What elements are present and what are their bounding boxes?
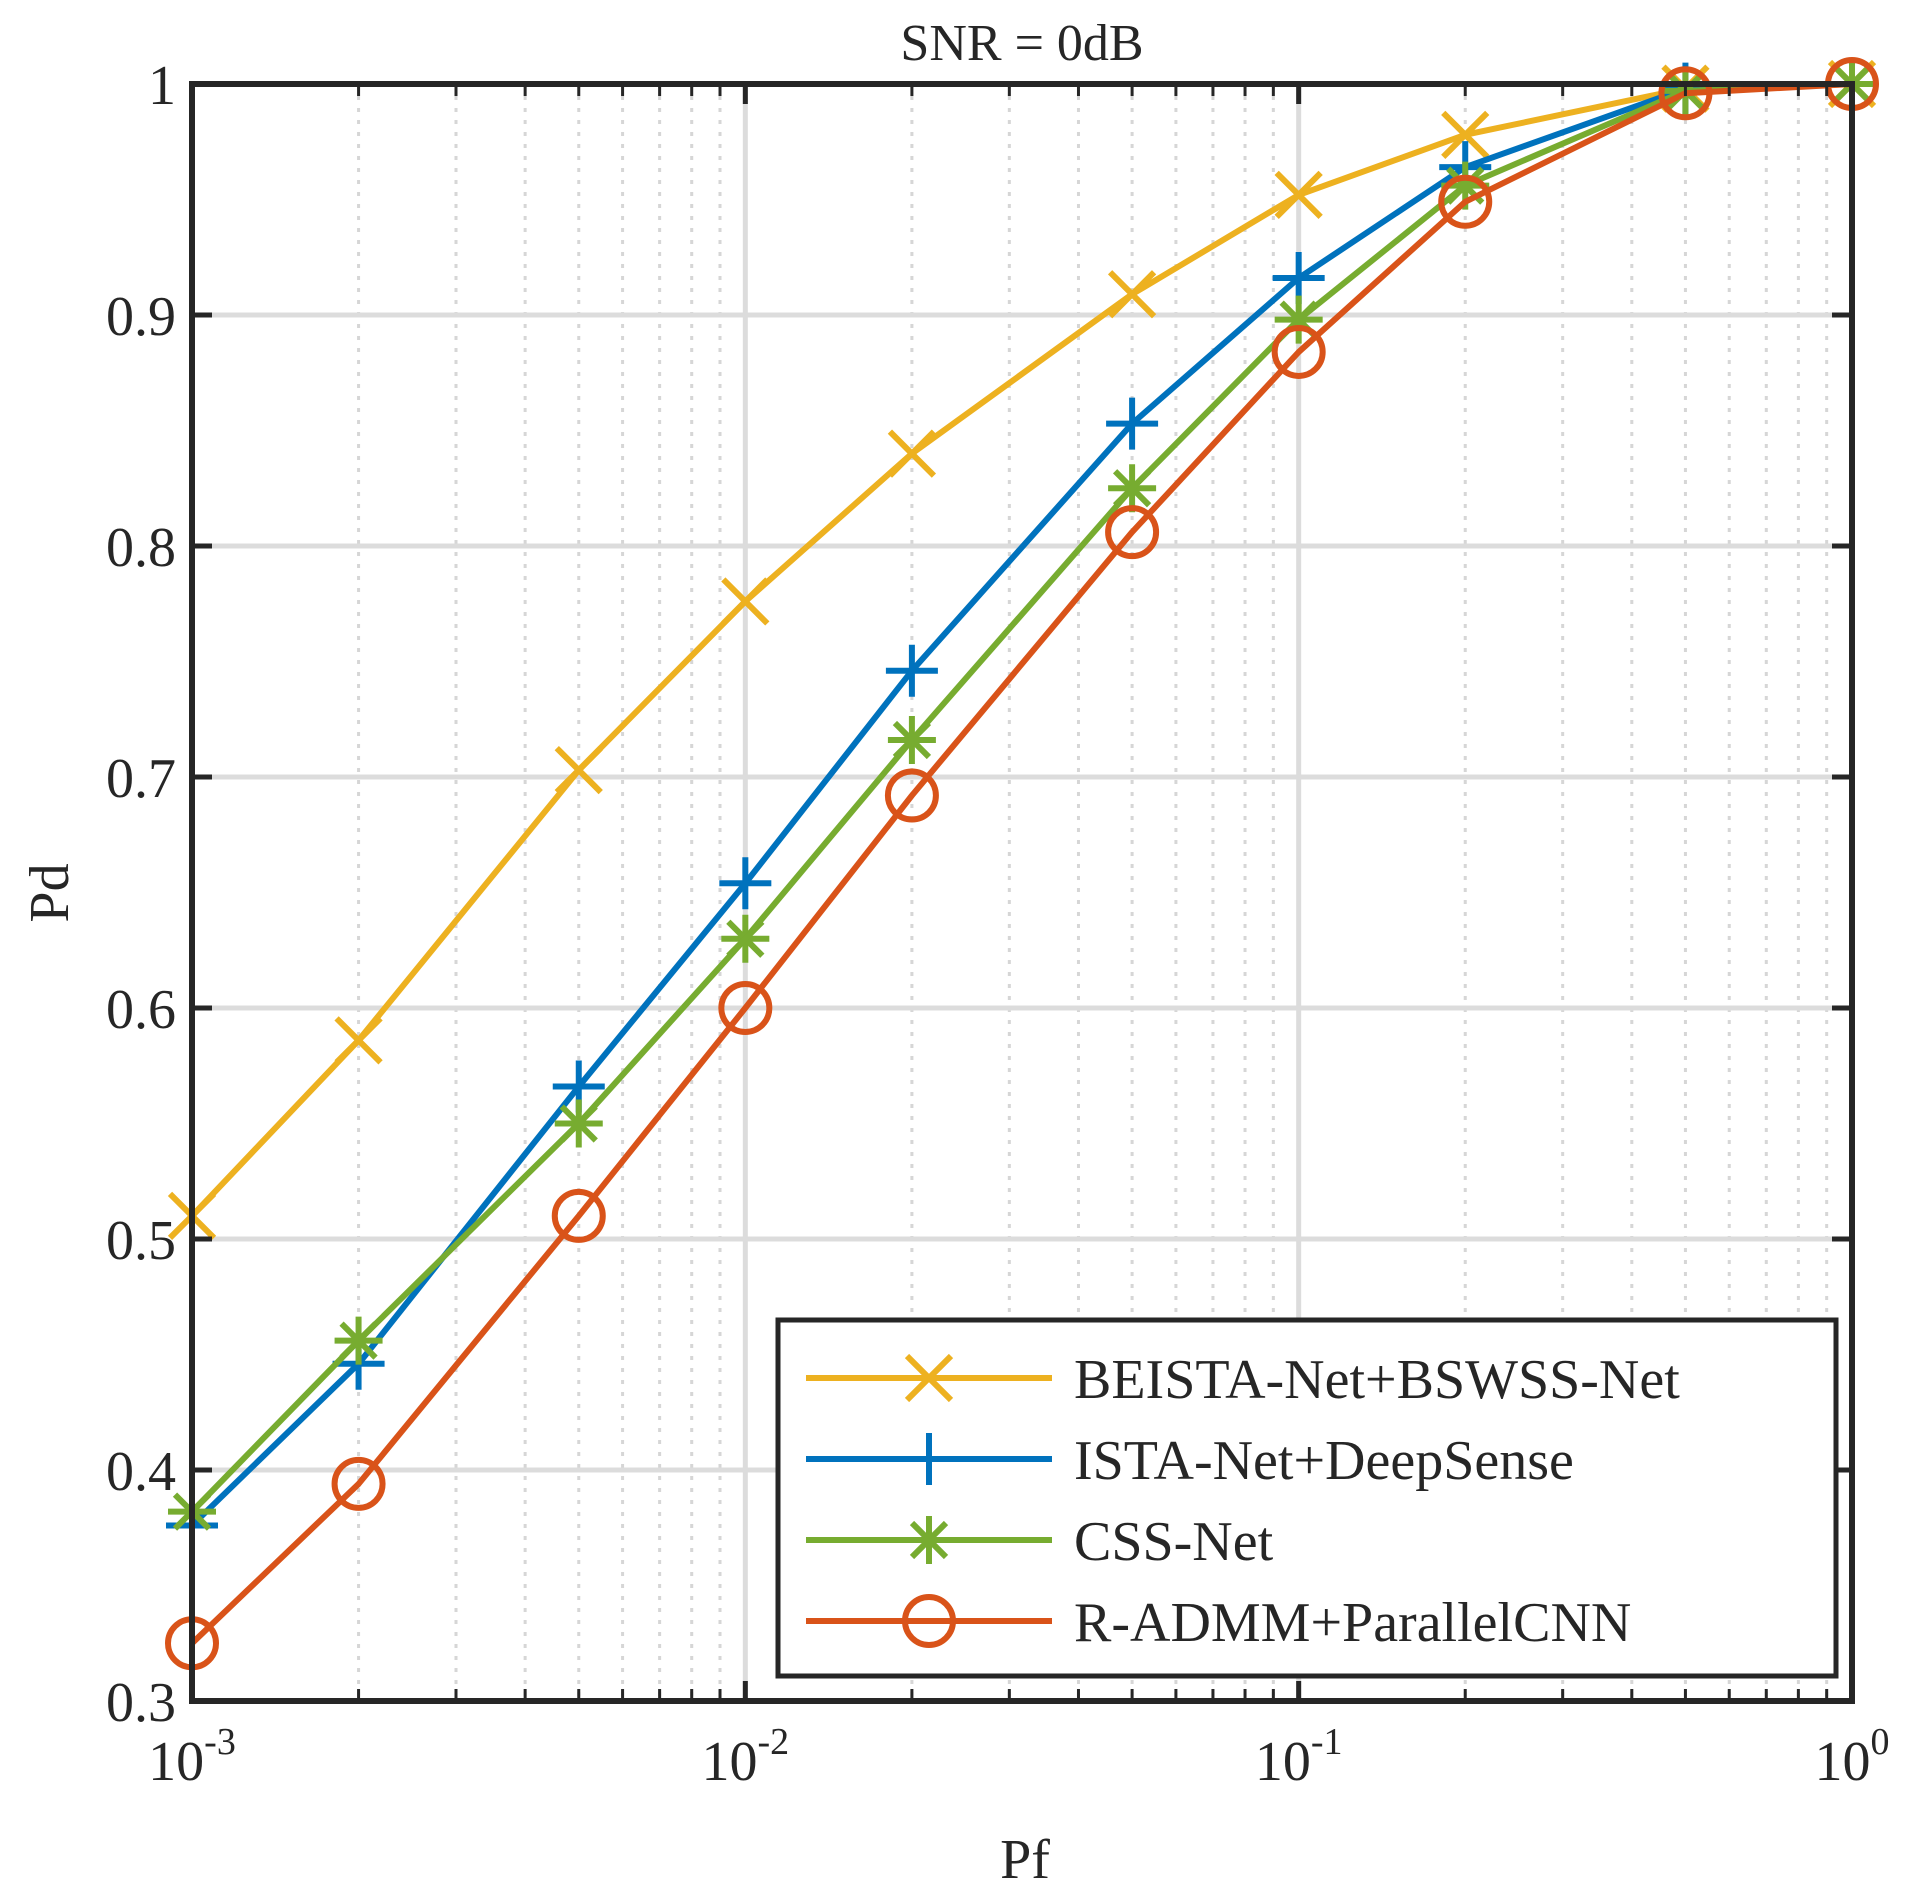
circle-marker <box>718 981 773 1035</box>
asterisk-marker <box>721 914 770 963</box>
legend-label: ISTA-Net+DeepSense <box>1074 1430 1574 1492</box>
y-tick-label: 0.8 <box>106 517 176 579</box>
y-axis-label: Pd <box>19 863 81 922</box>
y-tick-label: 0.3 <box>106 1672 176 1734</box>
series-line <box>189 81 1853 1514</box>
x-marker-stroke <box>1441 110 1490 159</box>
plus-marker <box>903 1433 955 1485</box>
x-tick-label: 10-3 <box>148 1721 236 1793</box>
x-tick-exponent: 0 <box>1871 1721 1890 1763</box>
legend-label: BEISTA-Net+BSWSS-Net <box>1074 1349 1680 1411</box>
x-marker-stroke <box>554 745 603 795</box>
asterisk-marker <box>1108 464 1157 513</box>
x-marker-stroke <box>1107 270 1157 319</box>
legend-entry: CSS-Net <box>806 1511 1274 1573</box>
x-tick-base: 10 <box>1255 1731 1311 1793</box>
y-tick-label: 0.5 <box>106 1210 176 1272</box>
series-line <box>189 81 1853 1528</box>
y-tick-labels: 0.3 0.4 0.5 0.6 0.7 0.8 0.9 1 <box>106 55 176 1734</box>
circle-marker <box>551 1188 606 1243</box>
x-tick-labels: 10-3 10-2 10-1 100 <box>148 1721 1889 1793</box>
x-axis-label: Pf <box>1000 1829 1050 1891</box>
y-tick-label: 0.6 <box>106 979 176 1041</box>
x-marker <box>904 1353 954 1403</box>
y-tick-label: 0.9 <box>106 286 176 348</box>
circle-marker <box>331 1456 386 1511</box>
asterisk-marker-stroke <box>1112 469 1152 508</box>
legend-entry: ISTA-Net+DeepSense <box>806 1430 1574 1492</box>
asterisk-marker-stroke <box>339 1321 378 1360</box>
legend-entry: BEISTA-Net+BSWSS-Net <box>806 1349 1680 1411</box>
asterisk-marker-stroke <box>726 919 765 958</box>
asterisk-marker <box>887 716 936 765</box>
x-tick-label: 100 <box>1815 1721 1890 1793</box>
x-marker <box>1441 110 1490 159</box>
series-line <box>189 81 1853 1218</box>
series-line <box>189 81 1853 1646</box>
plus-marker <box>885 644 938 697</box>
x-tick-base: 10 <box>702 1731 758 1793</box>
plot-area-frame <box>189 81 1855 1704</box>
asterisk-marker-stroke <box>892 720 932 760</box>
legend: BEISTA-Net+BSWSS-Net ISTA-Net+DeepSense CS… <box>775 1317 1839 1679</box>
plus-marker <box>1106 397 1159 450</box>
x-marker-stroke <box>721 577 770 626</box>
axis-ticks <box>189 81 1855 1704</box>
asterisk-marker <box>334 1316 383 1365</box>
x-tick-base: 10 <box>148 1731 204 1793</box>
x-tick-exponent: -1 <box>1311 1721 1343 1763</box>
circle-marker <box>1658 66 1713 121</box>
y-tick-label: 1 <box>148 55 176 117</box>
y-tick-label: 0.4 <box>106 1441 176 1503</box>
circle-marker <box>902 1594 956 1648</box>
plus-marker <box>719 857 772 910</box>
x-marker <box>334 1016 383 1065</box>
legend-label: CSS-Net <box>1074 1511 1274 1573</box>
x-marker-stroke <box>904 1353 954 1403</box>
x-marker-stroke <box>1274 170 1323 220</box>
asterisk-marker-stroke <box>909 1520 949 1560</box>
x-tick-label: 10-2 <box>702 1721 790 1793</box>
circle-marker <box>1438 174 1493 229</box>
legend-label: R-ADMM+ParallelCNN <box>1074 1592 1631 1654</box>
x-marker-stroke <box>887 429 937 478</box>
x-marker-stroke <box>334 1016 383 1065</box>
asterisk-marker-stroke <box>559 1104 598 1143</box>
circle-marker <box>884 768 939 823</box>
asterisk-marker <box>554 1099 603 1148</box>
chart-title: SNR = 0dB <box>900 15 1143 72</box>
y-tick-label: 0.7 <box>106 748 176 810</box>
circle-marker <box>1271 324 1326 379</box>
x-tick-label: 10-1 <box>1255 1721 1343 1793</box>
asterisk-marker <box>905 1516 953 1564</box>
circle-marker <box>1105 505 1160 560</box>
x-marker <box>554 745 603 795</box>
x-marker <box>1274 170 1323 220</box>
x-tick-exponent: -3 <box>204 1721 236 1763</box>
x-tick-base: 10 <box>1815 1731 1871 1793</box>
legend-entry: R-ADMM+ParallelCNN <box>806 1592 1631 1654</box>
asterisk-marker-stroke <box>1446 166 1485 205</box>
x-marker <box>1107 270 1157 319</box>
plus-marker <box>1272 252 1325 305</box>
x-tick-exponent: -2 <box>758 1721 790 1763</box>
x-marker <box>887 429 937 478</box>
x-marker <box>721 577 770 626</box>
